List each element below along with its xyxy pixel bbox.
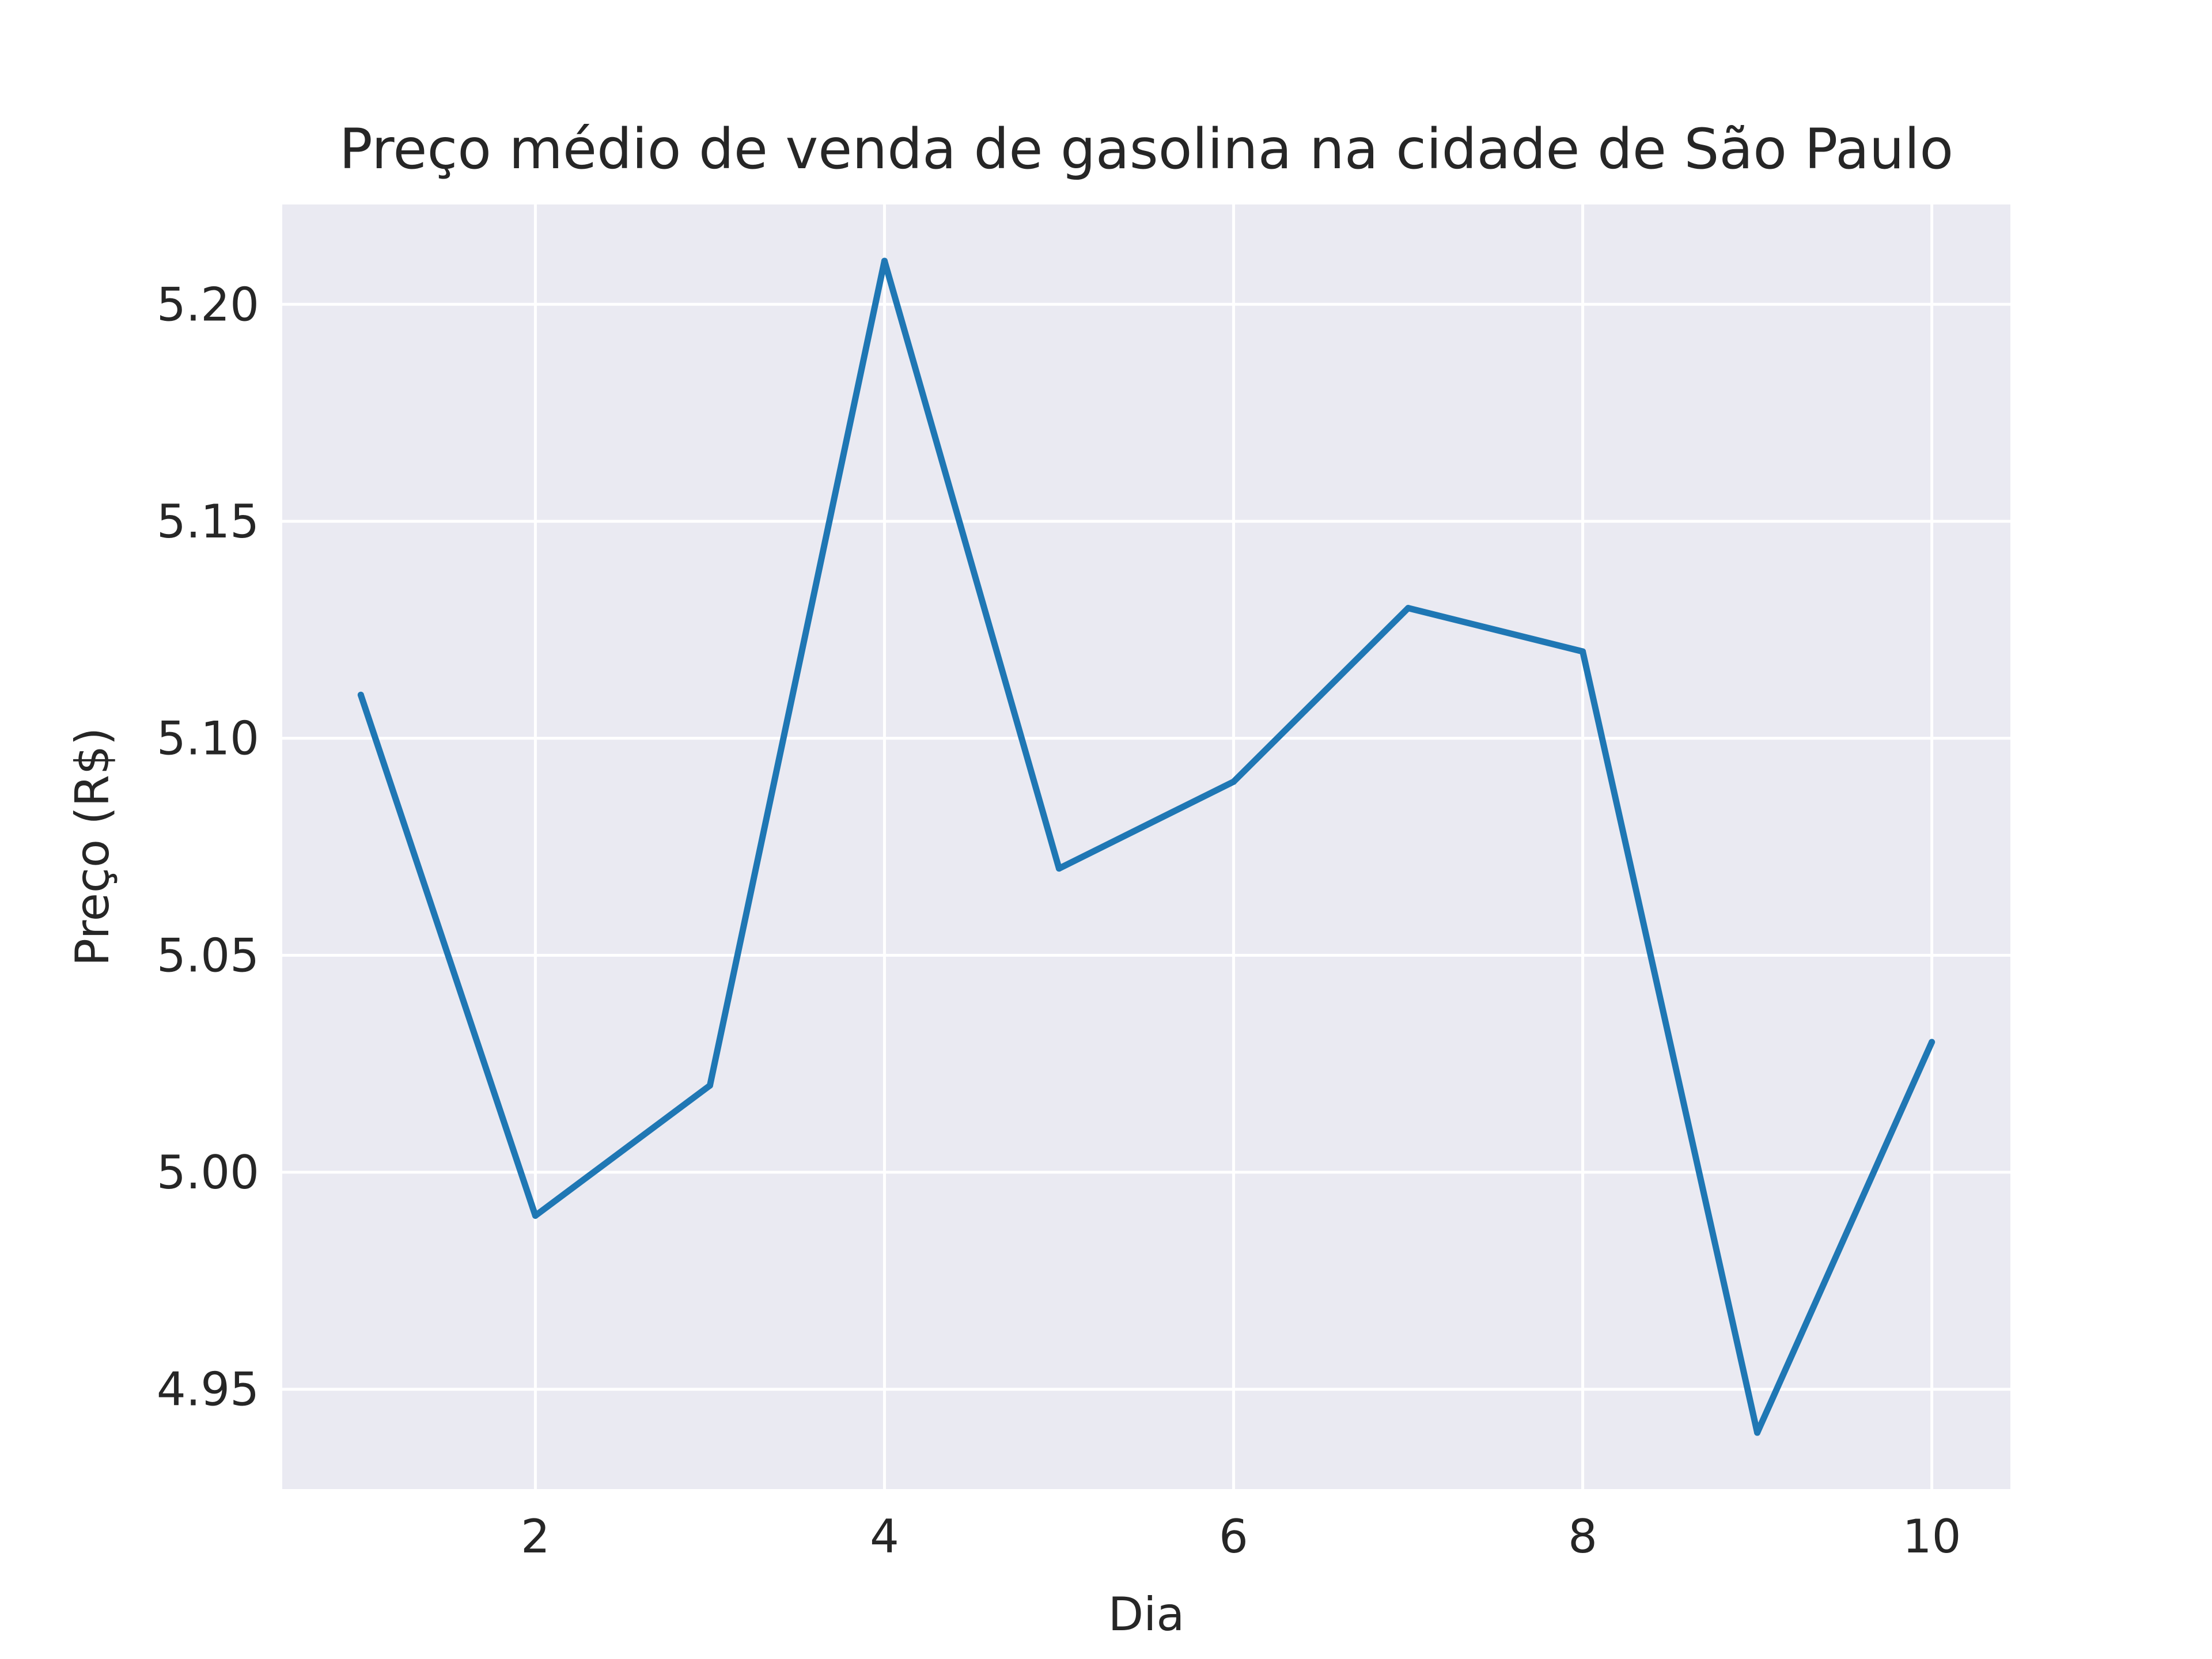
data-point	[1405, 605, 1412, 612]
y-tick-label: 4.95	[157, 1363, 259, 1416]
chart-title: Preço médio de venda de gasolina na cida…	[339, 117, 1953, 181]
data-point	[881, 257, 888, 264]
data-point	[1754, 1429, 1761, 1436]
y-tick-label: 5.20	[157, 278, 259, 331]
gridlines	[282, 204, 2010, 1489]
y-tick-labels: 4.95 5.00 5.05 5.10 5.15 5.20	[157, 278, 259, 1416]
data-point	[532, 1212, 539, 1219]
data-point	[1580, 648, 1586, 655]
data-point	[1055, 865, 1062, 872]
x-tick-label: 2	[521, 1510, 550, 1563]
series-line	[357, 257, 1936, 1436]
y-tick-label: 5.15	[157, 495, 259, 548]
plot-background	[282, 204, 2010, 1489]
x-tick-label: 4	[870, 1510, 899, 1563]
data-point	[1230, 778, 1237, 785]
y-tick-label: 5.05	[157, 929, 259, 982]
data-point	[1929, 1039, 1936, 1046]
y-tick-label: 5.00	[157, 1146, 259, 1199]
x-axis-label: Dia	[1108, 1588, 1185, 1641]
x-tick-label: 8	[1568, 1510, 1597, 1563]
x-tick-label: 10	[1903, 1510, 1961, 1563]
y-tick-label: 5.10	[157, 712, 259, 766]
x-tick-labels: 2 4 6 8 10	[521, 1510, 1961, 1563]
data-point	[706, 1082, 713, 1089]
x-tick-label: 6	[1219, 1510, 1248, 1563]
data-point	[357, 691, 364, 698]
series-layer	[357, 257, 1936, 1436]
y-axis-label: Preço (R$)	[66, 728, 119, 966]
